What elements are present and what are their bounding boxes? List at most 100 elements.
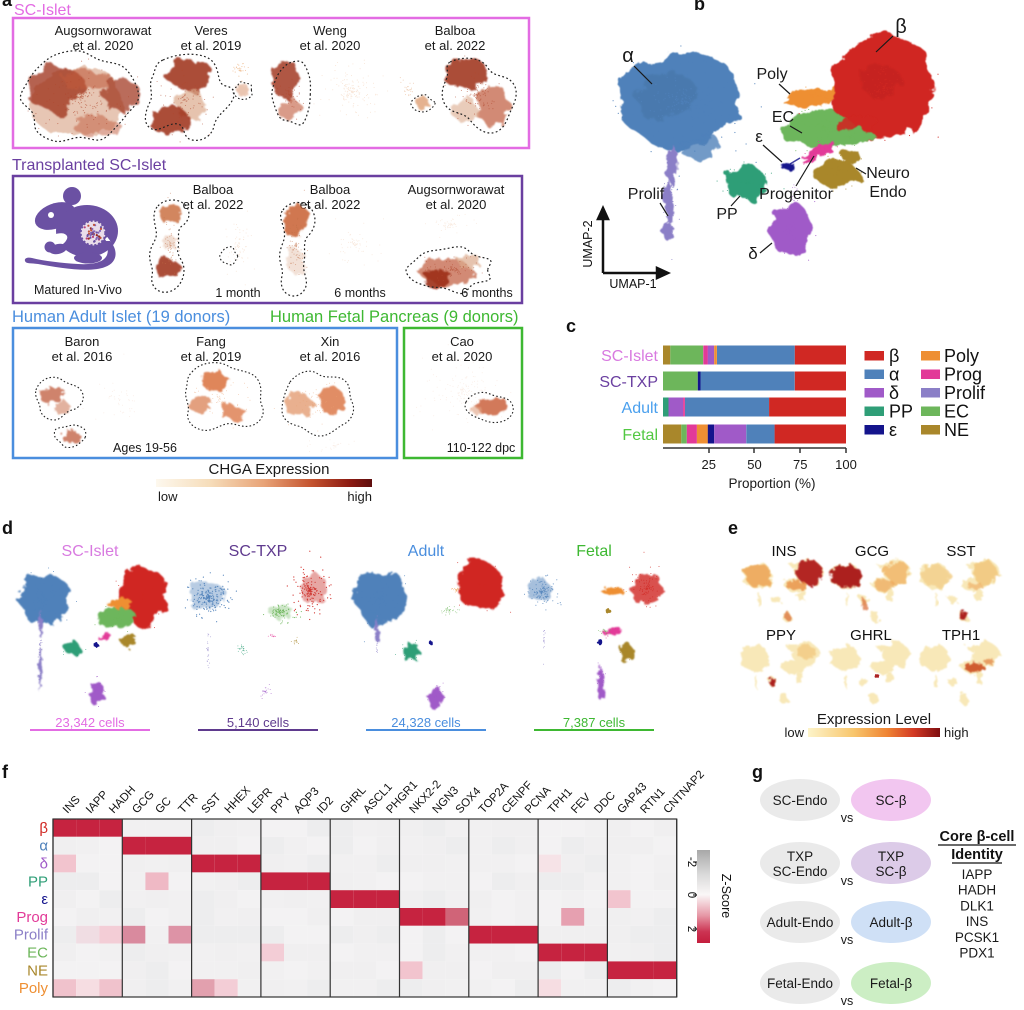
svg-text:SC-Endo: SC-Endo — [773, 793, 828, 808]
svg-text:2: 2 — [685, 926, 697, 932]
svg-text:Neuro: Neuro — [866, 165, 910, 182]
svg-text:β: β — [39, 820, 48, 837]
svg-text:INS: INS — [771, 543, 796, 560]
svg-text:7,387 cells: 7,387 cells — [563, 715, 626, 730]
svg-text:TXP: TXP — [878, 849, 904, 864]
svg-text:Balboa: Balboa — [193, 182, 234, 197]
svg-text:Z-Score: Z-Score — [719, 874, 733, 919]
svg-text:PP: PP — [28, 873, 48, 890]
svg-text:Prolif: Prolif — [944, 383, 986, 403]
svg-text:δ: δ — [40, 856, 48, 873]
svg-text:vs: vs — [841, 933, 854, 947]
svg-text:Poly: Poly — [756, 66, 787, 83]
svg-text:110-122 dpc: 110-122 dpc — [447, 441, 516, 455]
svg-text:δ: δ — [748, 244, 757, 263]
svg-text:0: 0 — [685, 892, 697, 898]
svg-text:vs: vs — [841, 811, 854, 825]
svg-text:CHGA Expression: CHGA Expression — [209, 461, 330, 478]
svg-text:Baron: Baron — [65, 334, 100, 349]
svg-text:d: d — [2, 518, 13, 538]
svg-text:Weng: Weng — [313, 23, 347, 38]
svg-text:et al. 2016: et al. 2016 — [300, 349, 361, 364]
svg-text:ε: ε — [755, 127, 763, 146]
svg-text:PPY: PPY — [766, 627, 796, 644]
svg-text:et al. 2020: et al. 2020 — [300, 38, 361, 53]
svg-text:Prog: Prog — [16, 909, 48, 926]
svg-text:6 months: 6 months — [461, 286, 512, 300]
svg-text:Endo: Endo — [869, 184, 906, 201]
svg-text:SC-Islet: SC-Islet — [601, 348, 658, 365]
svg-text:Identity: Identity — [951, 847, 1003, 863]
svg-text:Fetal-β: Fetal-β — [870, 976, 913, 991]
svg-text:Human Adult Islet (19 donors): Human Adult Islet (19 donors) — [12, 308, 230, 326]
svg-text:et al. 2019: et al. 2019 — [181, 349, 242, 364]
svg-text:Adult-β: Adult-β — [869, 915, 912, 930]
svg-text:high: high — [944, 725, 969, 740]
svg-text:a: a — [2, 0, 13, 10]
svg-text:e: e — [728, 518, 738, 538]
svg-text:TPH1: TPH1 — [942, 627, 980, 644]
svg-text:Prolif: Prolif — [628, 186, 665, 203]
svg-text:EC: EC — [944, 402, 969, 422]
svg-text:Adult-Endo: Adult-Endo — [767, 915, 834, 930]
svg-text:SC-β: SC-β — [875, 793, 906, 808]
svg-text:SST: SST — [946, 543, 975, 560]
svg-text:Transplanted SC-Islet: Transplanted SC-Islet — [12, 157, 167, 174]
svg-text:Progenitor: Progenitor — [759, 186, 833, 203]
svg-text:PP: PP — [716, 206, 737, 223]
svg-text:et al. 2020: et al. 2020 — [426, 197, 487, 212]
svg-text:Ages 19-56: Ages 19-56 — [113, 441, 177, 455]
svg-text:NE: NE — [944, 420, 969, 440]
svg-text:GHRL: GHRL — [850, 627, 892, 644]
svg-text:et al. 2019: et al. 2019 — [181, 38, 242, 53]
svg-text:SC-TXP: SC-TXP — [229, 543, 288, 560]
svg-text:ε: ε — [41, 891, 48, 908]
svg-text:EC: EC — [27, 945, 48, 962]
svg-text:25: 25 — [702, 457, 716, 472]
svg-text:UMAP-2: UMAP-2 — [581, 220, 595, 267]
svg-text:Expression Level: Expression Level — [817, 711, 931, 728]
svg-text:UMAP-1: UMAP-1 — [609, 277, 656, 291]
svg-text:Poly: Poly — [19, 980, 49, 997]
svg-text:β: β — [895, 16, 907, 38]
svg-text:Adult: Adult — [622, 400, 659, 417]
svg-text:NE: NE — [27, 962, 48, 979]
svg-text:TXP: TXP — [787, 849, 813, 864]
svg-text:et al. 2022: et al. 2022 — [300, 197, 361, 212]
svg-text:75: 75 — [793, 457, 807, 472]
svg-text:b: b — [694, 0, 705, 14]
svg-text:et al. 2020: et al. 2020 — [432, 349, 493, 364]
svg-text:Poly: Poly — [944, 346, 979, 366]
svg-text:low: low — [158, 489, 178, 504]
svg-text:Balboa: Balboa — [310, 182, 351, 197]
svg-text:PP: PP — [889, 402, 913, 422]
svg-text:Human Fetal Pancreas (9 donors: Human Fetal Pancreas (9 donors) — [270, 308, 519, 326]
svg-text:50: 50 — [747, 457, 761, 472]
svg-text:Veres: Veres — [194, 23, 228, 38]
svg-text:Balboa: Balboa — [435, 23, 476, 38]
svg-text:Fetal: Fetal — [576, 543, 612, 560]
svg-text:IAPP: IAPP — [962, 867, 993, 882]
svg-text:c: c — [566, 316, 576, 336]
svg-text:Cao: Cao — [450, 334, 474, 349]
svg-text:Fetal-Endo: Fetal-Endo — [767, 976, 833, 991]
svg-text:et al. 2022: et al. 2022 — [425, 38, 486, 53]
svg-text:et al. 2020: et al. 2020 — [73, 38, 134, 53]
svg-text:-2: -2 — [685, 857, 697, 867]
svg-text:HADH: HADH — [958, 883, 996, 898]
svg-text:Matured In-Vivo: Matured In-Vivo — [34, 283, 122, 297]
svg-text:Augsornworawat: Augsornworawat — [55, 23, 152, 38]
svg-text:low: low — [784, 725, 804, 740]
svg-text:5,140 cells: 5,140 cells — [227, 715, 290, 730]
svg-text:α: α — [39, 838, 48, 855]
svg-text:high: high — [347, 489, 372, 504]
svg-text:SC-β: SC-β — [875, 864, 906, 879]
svg-text:et al. 2016: et al. 2016 — [52, 349, 113, 364]
svg-text:24,328 cells: 24,328 cells — [391, 715, 461, 730]
svg-text:β: β — [889, 346, 899, 366]
svg-text:SC-TXP: SC-TXP — [599, 374, 658, 391]
svg-text:α: α — [622, 45, 634, 67]
svg-text:Fetal: Fetal — [622, 427, 658, 444]
svg-text:SC-Endo: SC-Endo — [773, 864, 828, 879]
svg-text:et al. 2022: et al. 2022 — [183, 197, 244, 212]
